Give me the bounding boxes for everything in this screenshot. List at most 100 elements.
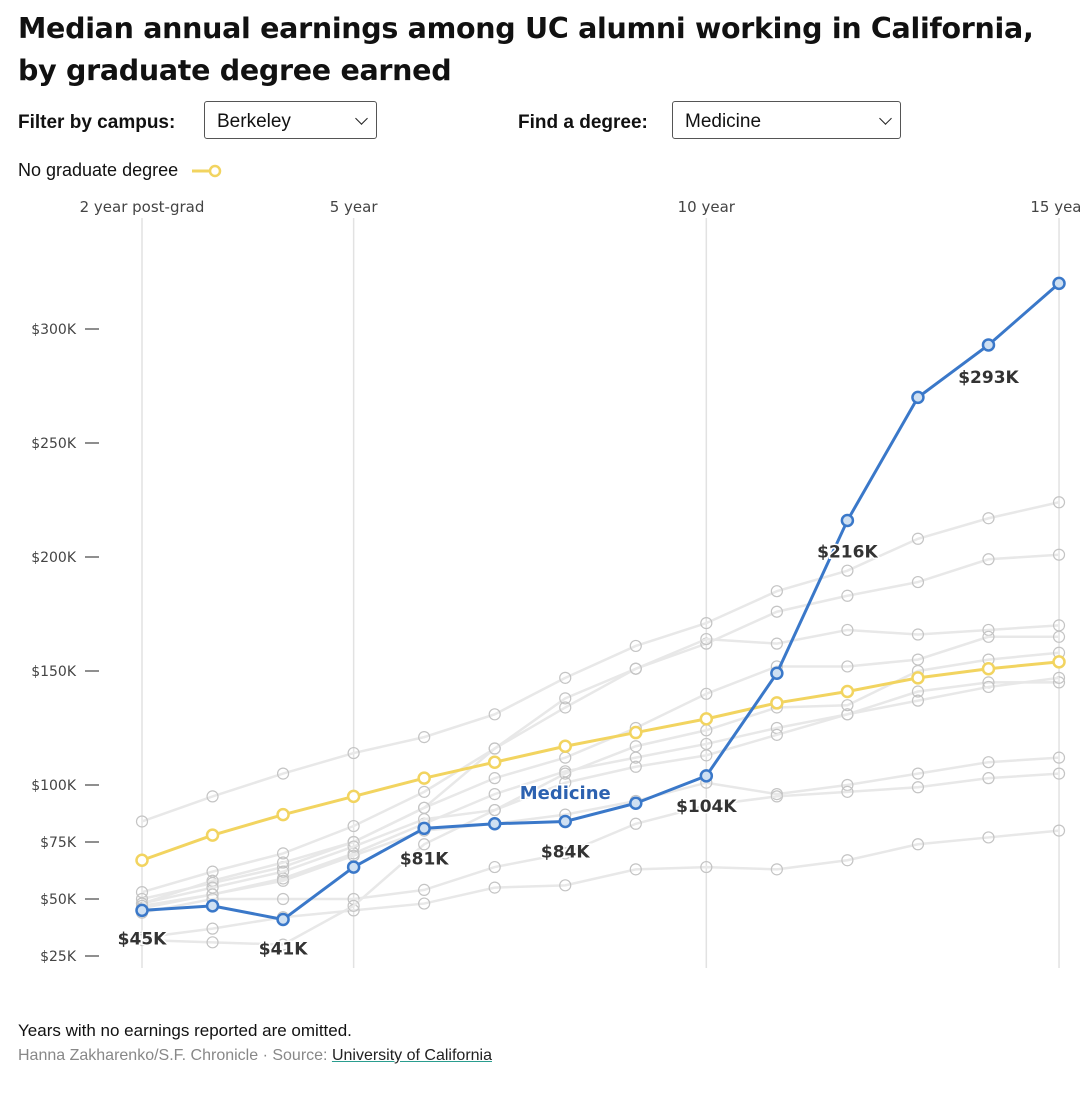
other-degree-point <box>982 772 995 785</box>
other-degree-point <box>559 776 572 789</box>
other-degree-point <box>770 585 783 598</box>
other-degree-point <box>911 532 925 545</box>
other-degree-point <box>982 630 995 643</box>
x-tick-label: 2 year post-grad <box>80 198 205 216</box>
medicine-point <box>629 796 643 810</box>
medicine-point <box>840 513 855 528</box>
medicine-point <box>770 666 784 681</box>
other-degree-point <box>559 879 572 892</box>
other-degree-point <box>347 840 360 853</box>
other-degree-line <box>141 829 1060 939</box>
no-graduate-degree-point <box>558 739 572 753</box>
other-degree-point <box>841 699 854 712</box>
no-graduate-degree-point <box>346 789 361 804</box>
other-degree-point <box>982 831 995 844</box>
campus-select[interactable]: Berkeley <box>204 101 377 139</box>
other-degree-point <box>1052 824 1066 837</box>
other-degree-point <box>488 742 501 755</box>
other-degree-point <box>206 922 219 935</box>
campus-filter-label: Filter by campus: <box>18 112 176 133</box>
data-label: $41K <box>259 940 308 960</box>
other-degree-line <box>141 635 1060 905</box>
medicine-point <box>699 769 714 783</box>
no-graduate-degree-point <box>276 807 290 822</box>
other-degree-point <box>982 680 995 694</box>
y-tick-label: $75K <box>40 835 77 851</box>
y-tick-label: $100K <box>31 778 77 794</box>
data-label: $45K <box>118 929 167 949</box>
other-degree-point <box>1052 671 1066 684</box>
other-degree-point <box>629 662 642 675</box>
no-graduate-degree-point <box>911 671 925 685</box>
chart-title: Median annual earnings among UC alumni w… <box>18 12 1034 87</box>
other-degree-point <box>770 863 783 876</box>
medicine-point <box>205 899 220 913</box>
other-degree-point <box>276 767 290 780</box>
other-degree-point <box>841 623 854 637</box>
other-degree-line <box>141 624 1060 901</box>
credit-text: Hanna Zakharenko/S.F. Chronicle · Source… <box>18 1047 332 1064</box>
other-degree-point <box>911 575 925 589</box>
other-degree-point <box>911 781 925 794</box>
other-degree-point <box>700 617 713 630</box>
other-degree-point <box>911 694 925 707</box>
other-degree-line <box>141 681 1060 910</box>
medicine-point <box>135 903 149 918</box>
series-label-medicine: Medicine <box>520 783 611 804</box>
other-degree-point <box>276 874 290 887</box>
other-degree-point <box>418 838 431 851</box>
other-degree-point <box>841 589 854 602</box>
other-degree-point <box>418 883 431 896</box>
other-degree-point <box>559 767 572 780</box>
other-degree-point <box>982 512 995 525</box>
medicine-point <box>1052 276 1066 291</box>
other-degree-point <box>347 819 360 833</box>
legend-baseline-label: No graduate degree <box>18 160 179 180</box>
other-degree-point <box>488 772 501 785</box>
data-label: $81K <box>400 849 449 869</box>
other-degree-point <box>911 838 925 851</box>
medicine-point <box>981 338 996 352</box>
no-graduate-degree-point <box>135 853 149 867</box>
degree-select-value: Medicine <box>685 111 762 132</box>
other-degree-point <box>135 933 149 947</box>
data-label: $84K <box>541 842 590 862</box>
x-tick-label: 10 year <box>678 198 736 216</box>
other-degree-point <box>418 731 431 744</box>
other-degree-line <box>141 501 1060 823</box>
no-graduate-degree-point <box>487 755 502 769</box>
other-degree-point <box>206 790 219 803</box>
other-degree-point <box>982 623 995 637</box>
other-degree-point <box>770 637 783 650</box>
other-degree-point <box>1052 548 1066 561</box>
no-graduate-degree-point <box>981 661 996 676</box>
other-degree-point <box>770 728 783 741</box>
other-degree-point <box>488 881 501 894</box>
other-degree-point <box>629 760 642 773</box>
other-degree-point <box>841 785 854 798</box>
medicine-point <box>276 912 290 927</box>
degree-select[interactable]: Medicine <box>672 101 901 139</box>
other-degree-line <box>141 772 1060 914</box>
data-label: $293K <box>958 368 1019 388</box>
no-graduate-degree-point <box>840 684 855 699</box>
medicine-point <box>911 390 925 405</box>
x-tick-label: 15 year <box>1030 198 1080 216</box>
other-degree-point <box>629 639 642 653</box>
line-chart: 2 year post-grad 5 year 10 year 15 year $25K… <box>31 198 1080 968</box>
credit-line: Hanna Zakharenko/S.F. Chronicle · Source… <box>18 1047 492 1065</box>
no-graduate-degree-point <box>417 771 431 785</box>
other-degree-point <box>700 632 713 646</box>
y-tick-label: $50K <box>40 892 77 908</box>
other-degree-point <box>1052 630 1066 643</box>
other-degree-line <box>141 553 1060 894</box>
no-graduate-degree-point <box>1052 655 1066 669</box>
other-degree-point <box>629 740 642 753</box>
other-degree-point <box>1052 496 1066 509</box>
other-degree-point <box>135 815 149 828</box>
other-degree-point <box>559 692 572 705</box>
other-degree-point <box>700 860 713 874</box>
y-tick-label: $25K <box>40 949 77 965</box>
other-degree-point <box>982 553 995 566</box>
source-link[interactable]: University of California <box>331 1047 492 1064</box>
